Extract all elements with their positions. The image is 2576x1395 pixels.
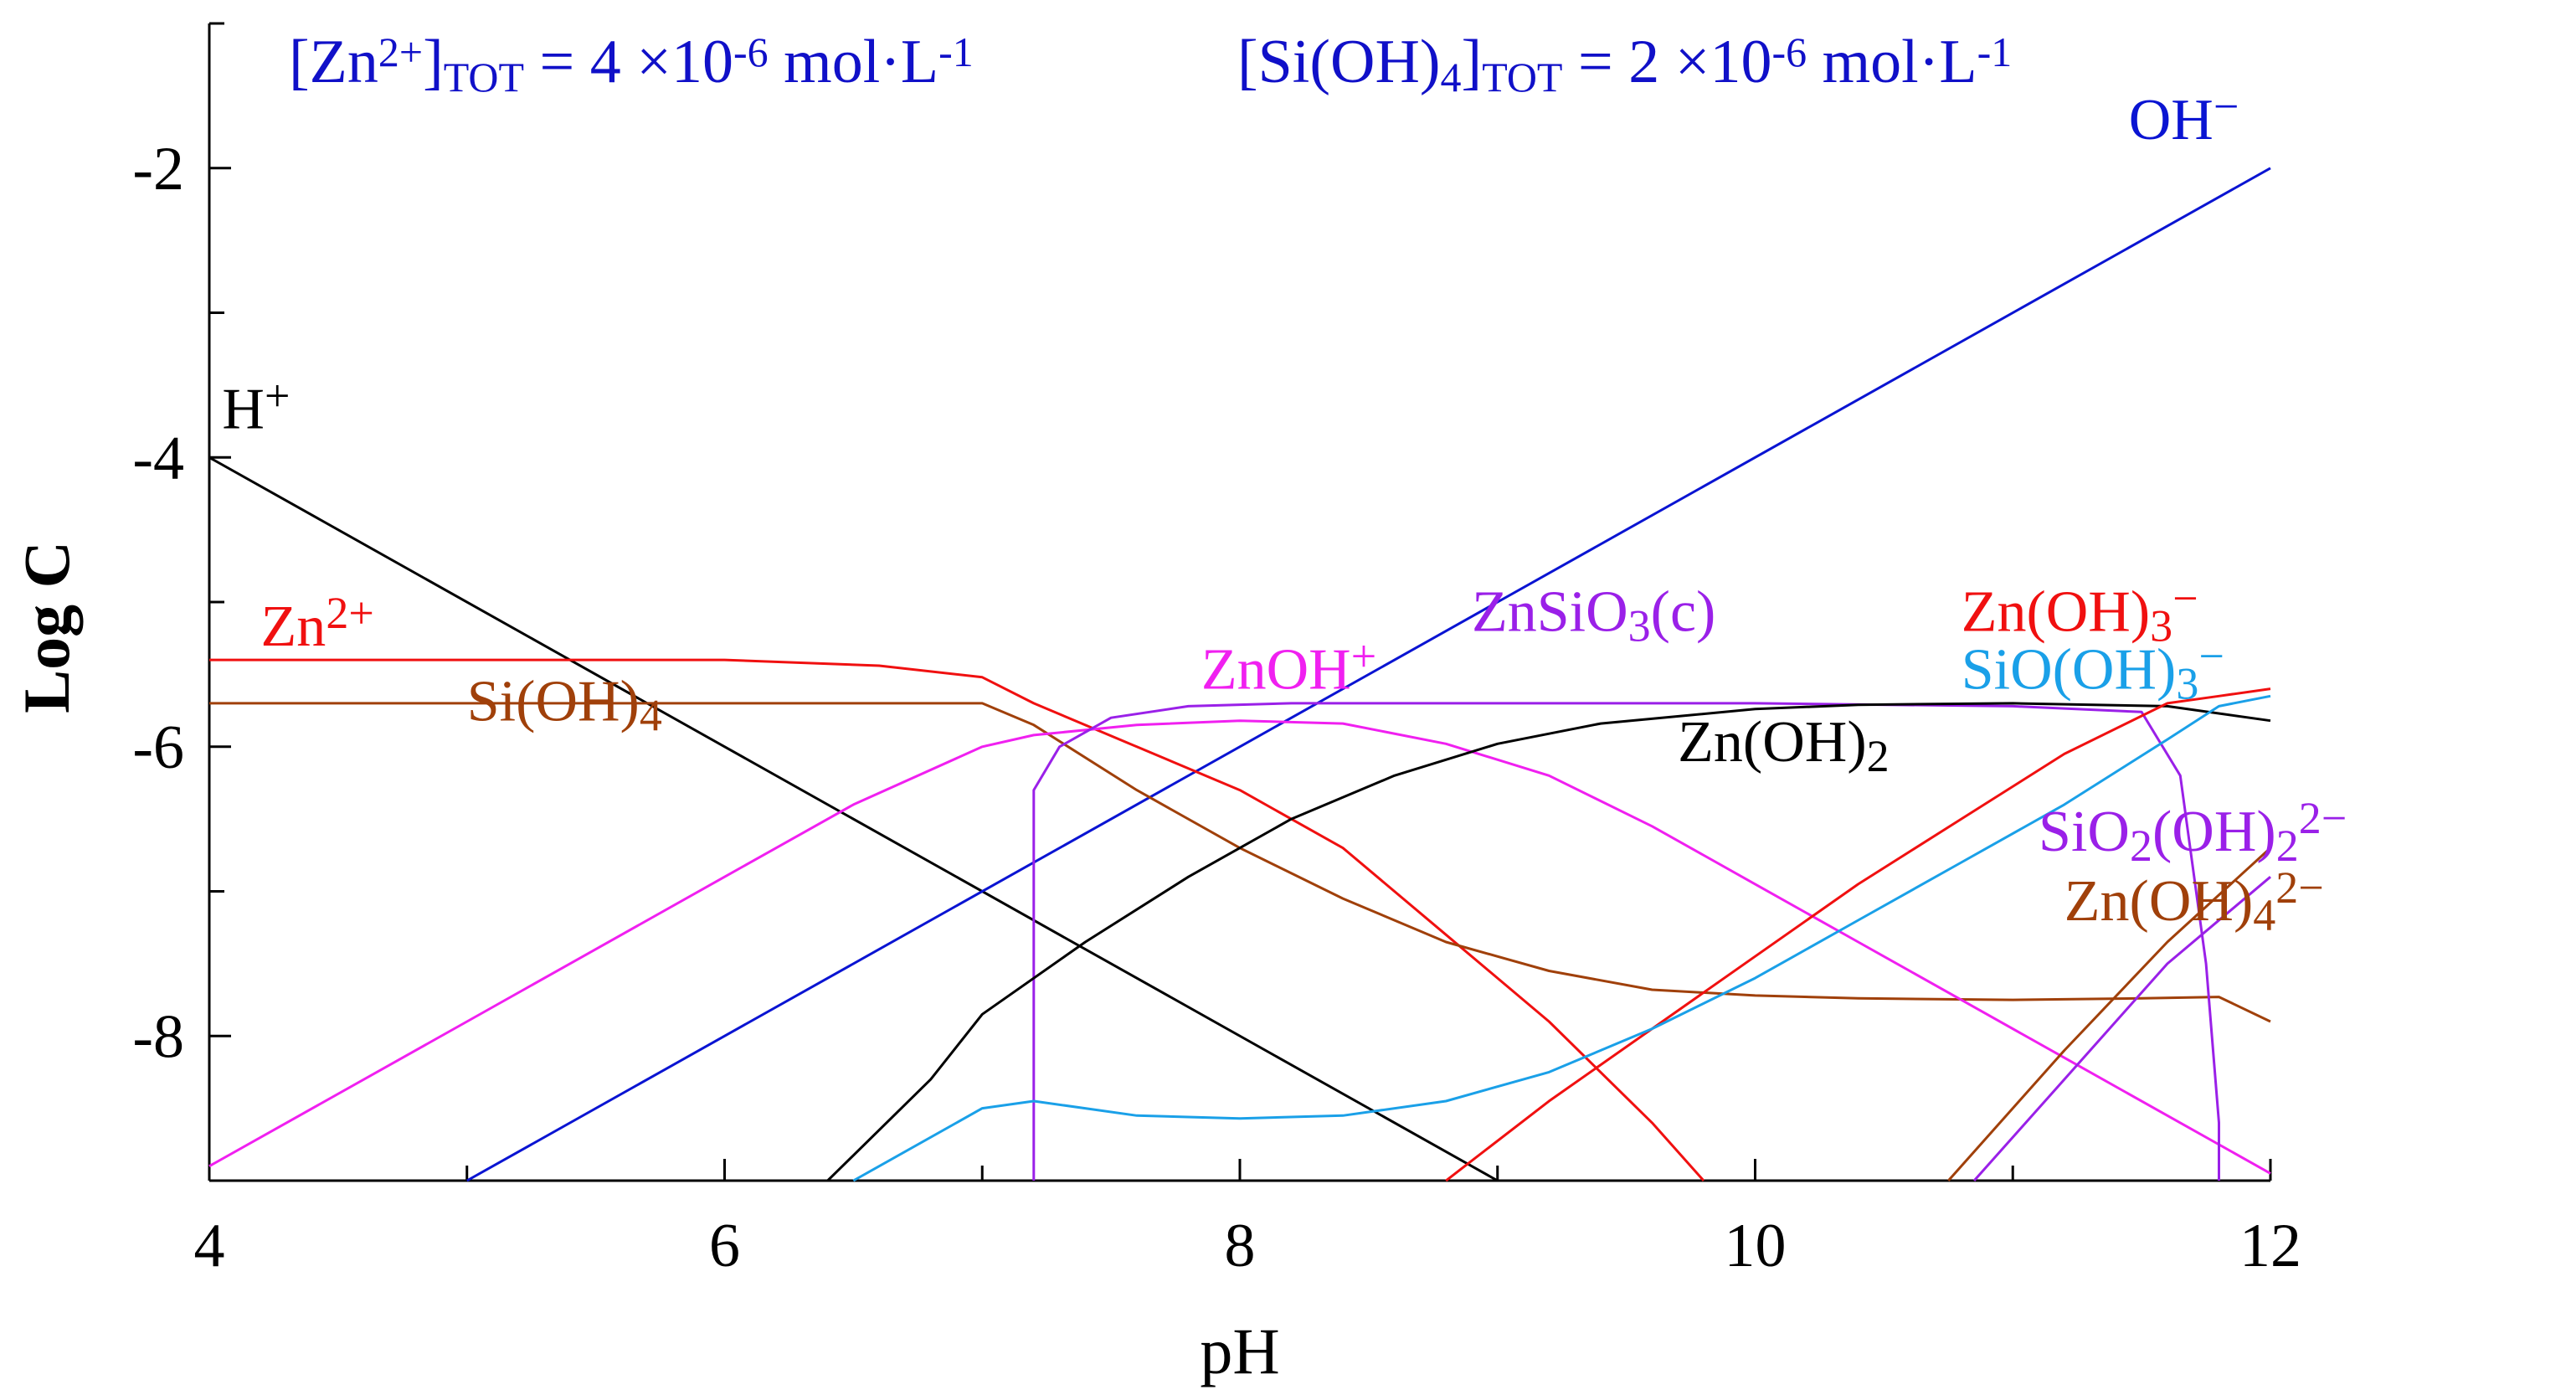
label-sio-oh-3-: SiO(OH)3− [1962, 631, 2224, 708]
series-si-oh-4 [209, 702, 2271, 1023]
x-tick-label: 10 [1725, 1212, 1787, 1280]
axes: 4 6 8 10 12 -2 -4 -6 -8 [132, 22, 2301, 1280]
label-oh-: OH− [2129, 82, 2239, 153]
series-zn-oh-3- [1445, 687, 2271, 1182]
label-sio2-oh-22-: SiO2(OH)22− [2039, 794, 2347, 871]
y-axis-title: Log C [10, 541, 83, 713]
series-oh- [466, 167, 2271, 1182]
label-znsio3-c-: ZnSiO3(c) [1472, 580, 1715, 651]
x-tick-label: 4 [194, 1212, 225, 1280]
series-h- [208, 456, 1499, 1182]
y-tick-label: -2 [132, 135, 184, 203]
label-zn-oh-42-: Zn(OH)42− [2064, 863, 2324, 940]
y-tick-label: -8 [132, 1002, 184, 1071]
label-zn-oh-3-: Zn(OH)3− [1962, 574, 2198, 651]
series-sio2-oh-22- [1972, 876, 2271, 1181]
label-h-: H+ [222, 371, 290, 442]
series-zn-oh-2 [826, 702, 2271, 1182]
header-totals: [Zn2+]TOT = 4 ×10-6 mol·L-1 [Si(OH)4]TOT … [289, 28, 2012, 100]
x-tick-label: 6 [709, 1212, 740, 1280]
y-tick-label: -4 [132, 424, 184, 492]
series-lines [208, 167, 2272, 1182]
series-sio-oh-3- [852, 694, 2271, 1182]
x-tick-label: 8 [1225, 1212, 1256, 1280]
series-znoh- [208, 719, 2271, 1175]
y-tick-label: -6 [132, 713, 184, 782]
label-znoh-: ZnOH+ [1201, 631, 1376, 703]
x-tick-label: 12 [2239, 1212, 2301, 1280]
label-si-oh-4: Si(OH)4 [467, 670, 662, 741]
label-zn-oh-2: Zn(OH)2 [1678, 710, 1889, 781]
series-znsio3-c- [1032, 702, 2220, 1181]
label-zn2-: Zn2+ [261, 588, 374, 659]
x-axis-title: pH [1200, 1315, 1279, 1387]
zn-total-label: [Zn2+]TOT = 4 ×10-6 mol·L-1 [289, 28, 974, 100]
series-zn2- [209, 658, 1705, 1181]
si-total-label: [Si(OH)4]TOT = 2 ×10-6 mol·L-1 [1237, 28, 2012, 100]
series-zn-oh-42- [1947, 847, 2272, 1181]
